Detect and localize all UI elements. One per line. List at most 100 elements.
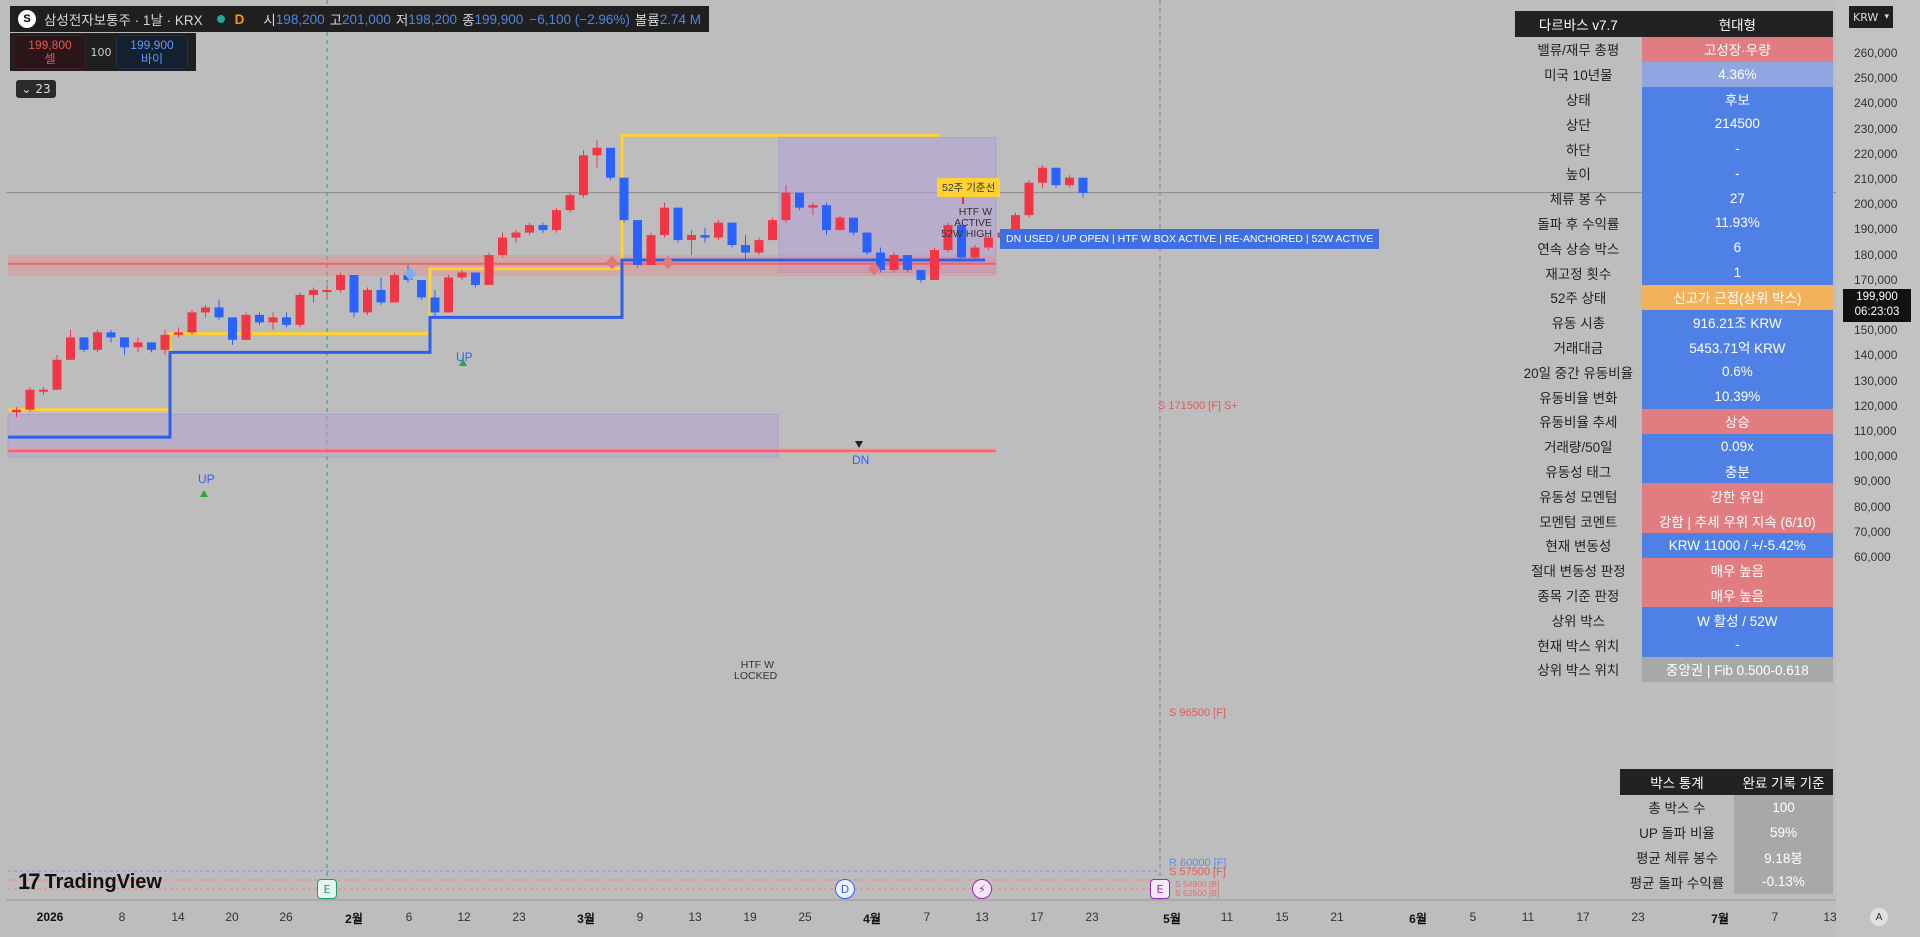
symbol-legend[interactable]: S 삼성전자보통주 · 1날 · KRX D 시 198,200 고 201,000… xyxy=(10,6,710,32)
row-value: 59% xyxy=(1733,819,1833,845)
candle-body xyxy=(376,289,386,303)
support-label-57500: S 57500 [F] xyxy=(1169,866,1226,878)
indicators-toggle-button[interactable]: ⌄ 23 xyxy=(16,80,56,98)
row-key: 유동비율 추세 xyxy=(1539,415,1618,431)
candle-body xyxy=(228,317,237,340)
dividend-event-icon[interactable]: D xyxy=(835,879,855,899)
sell-button[interactable]: 199,800 셀 xyxy=(14,35,86,69)
split-event-icon[interactable]: ⚡ xyxy=(972,879,992,899)
candle-body xyxy=(120,337,129,348)
table-mode: 현대형 xyxy=(1641,11,1833,37)
market-status-dot xyxy=(216,15,225,23)
htf-active-label: HTF W ACTIVE 52W HIGH xyxy=(940,207,992,240)
candle-body xyxy=(295,294,305,325)
price-tick-label: 120,000 xyxy=(1854,398,1898,413)
table-row: 현재 변동성 KRW 11000 / +/-5.42% xyxy=(1515,532,1833,558)
candle-body xyxy=(160,334,170,350)
row-key: 재고정 횟수 xyxy=(1545,266,1612,282)
time-tick-label: 9 xyxy=(636,910,644,924)
time-tick-label: 7 xyxy=(923,910,931,924)
price-tick-label: 220,000 xyxy=(1854,146,1898,161)
candle-body xyxy=(984,237,993,248)
candle-body xyxy=(970,247,980,258)
indicators-count: 23 xyxy=(35,82,51,96)
row-key: 유동성 태그 xyxy=(1545,464,1612,480)
price-tick-label: 210,000 xyxy=(1854,172,1898,186)
candle-body xyxy=(187,312,197,333)
row-key: 거래량/50일 xyxy=(1544,440,1613,456)
time-tick-label: 12 xyxy=(457,910,471,924)
table-row: 상단 214500 xyxy=(1515,111,1833,137)
time-tick-label: 14 xyxy=(171,910,185,924)
time-tick-label: 23 xyxy=(1631,910,1645,924)
table-row: 재고정 횟수 1 xyxy=(1515,260,1833,285)
signal-diamond-icon xyxy=(868,261,880,276)
candle-body xyxy=(660,207,669,236)
price-tick-label: 60,000 xyxy=(1854,550,1891,564)
candle-body xyxy=(52,359,62,390)
htf-active-line2: ACTIVE xyxy=(954,217,992,229)
auto-scale-button[interactable]: A xyxy=(1870,908,1888,926)
candle-body xyxy=(862,232,872,253)
last-price-tag: 199,900 06:23:03 xyxy=(1843,289,1911,322)
table-row: 상위 박스 위치 중앙권 | Fib 0.500-0.618 xyxy=(1515,656,1833,682)
darvas-info-table: 다르바스 v7.7 현대형 밸류/재무 총평 고성장·우량 미국 10년물 4.36%… xyxy=(1515,11,1833,682)
candle-body xyxy=(687,235,696,241)
table-row: 20일 중간 유동비율 0.6% xyxy=(1515,359,1833,385)
htf-locked-line1: HTF W xyxy=(740,659,774,671)
candle-body xyxy=(930,250,939,280)
price-tick-label: 80,000 xyxy=(1854,499,1891,514)
candle-body xyxy=(511,232,521,238)
candle-body xyxy=(525,225,534,233)
candle-body xyxy=(363,289,372,313)
earnings-event-icon[interactable]: E xyxy=(317,879,337,899)
candle-body xyxy=(565,195,575,211)
dn-signal-icon xyxy=(855,441,863,448)
row-value: - xyxy=(1641,136,1833,161)
candle-body xyxy=(417,279,426,298)
order-quantity[interactable]: 100 xyxy=(90,45,112,59)
candle-body xyxy=(781,192,791,221)
bar-countdown: 06:23:03 xyxy=(1854,306,1900,318)
open-label: 시 xyxy=(263,13,276,28)
row-value: 0.6% xyxy=(1641,359,1833,385)
interval-badge: D xyxy=(234,11,245,27)
candle-body xyxy=(849,217,858,233)
lower-box-line xyxy=(8,258,985,439)
row-key: 미국 10년물 xyxy=(1544,68,1613,84)
time-tick-label: 8 xyxy=(118,910,126,924)
time-tick-label: 17 xyxy=(1576,910,1590,924)
row-key: 종목 기준 판정 xyxy=(1537,588,1620,604)
candle-body xyxy=(646,235,656,266)
candle-body xyxy=(201,307,210,313)
time-tick-label: 13 xyxy=(1823,910,1837,924)
signal-diamond-icon xyxy=(662,255,674,270)
candle-body xyxy=(390,274,399,303)
resistance-label-60000: R 60000 [F] xyxy=(1169,857,1227,869)
row-key: 상위 박스 xyxy=(1551,613,1606,629)
candle-body xyxy=(1078,177,1088,193)
table-row: 돌파 후 수익률 11.93% xyxy=(1515,210,1833,236)
symbol-title[interactable]: 삼성전자보통주 · 1날 · KRX xyxy=(44,13,203,28)
buy-button[interactable]: 199,900 바이 xyxy=(116,35,188,69)
currency-selector[interactable]: KRW ▾ xyxy=(1849,6,1893,28)
candle-body xyxy=(957,225,966,258)
candle-body xyxy=(714,222,723,238)
candle-body xyxy=(457,272,467,278)
price-tick-label: 180,000 xyxy=(1854,247,1898,262)
price-tick-label: 250,000 xyxy=(1854,71,1898,86)
row-value: 충분 xyxy=(1641,458,1833,484)
candle-body xyxy=(430,297,440,313)
earnings-event-icon[interactable]: E xyxy=(1150,879,1170,899)
row-key: 평균 돌파 수익률 xyxy=(1629,875,1725,891)
table-row: 거래량/50일 0.09x xyxy=(1515,433,1833,459)
trade-panel: 199,800 셀 100 199,900 바이 xyxy=(10,33,196,71)
row-key: 현재 박스 위치 xyxy=(1537,638,1620,654)
price-axis-background xyxy=(1836,0,1920,937)
tradingview-logo[interactable]: 17 TradingView xyxy=(18,869,162,895)
table-row: 유동성 모멘텀 강한 유입 xyxy=(1515,483,1833,509)
time-tick-label: 26 xyxy=(279,910,293,924)
chevron-down-icon: ⌄ xyxy=(21,82,32,96)
row-value: - xyxy=(1641,632,1833,657)
